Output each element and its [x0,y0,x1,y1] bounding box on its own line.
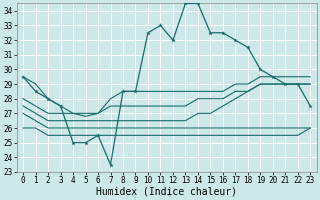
X-axis label: Humidex (Indice chaleur): Humidex (Indice chaleur) [96,187,237,197]
